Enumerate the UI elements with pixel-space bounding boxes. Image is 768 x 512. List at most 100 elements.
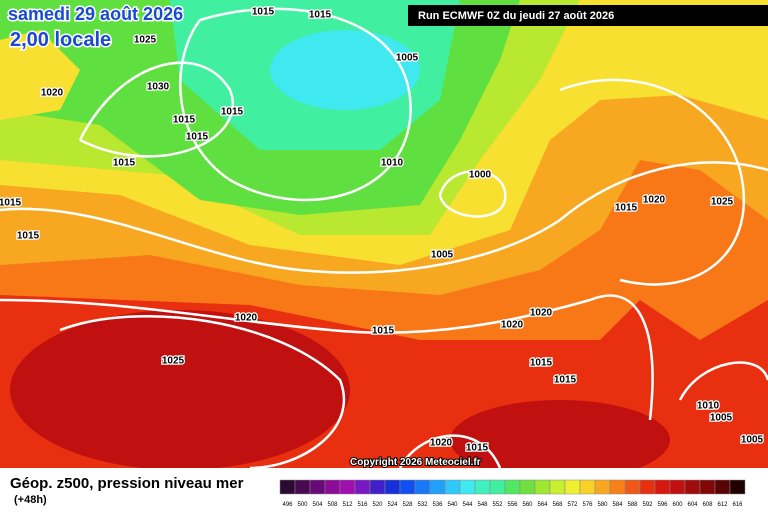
legend-swatch [579,479,596,495]
legend-label: 544 [462,502,473,508]
isobars [0,7,768,470]
legend-label: 616 [732,502,743,508]
legend-label: 524 [387,502,398,508]
isobar-label: 1015 [17,231,40,242]
legend-label: 572 [567,502,578,508]
legend-swatch [339,479,356,495]
legend-swatch [369,479,386,495]
isobar-label: 1005 [741,435,764,446]
legend-label: 528 [402,502,413,508]
isobar-label: 1020 [643,195,666,206]
legend-swatch [534,479,551,495]
legend-label: 512 [342,502,353,508]
isobar-label: 1020 [530,308,553,319]
isobar-label: 1005 [431,250,454,261]
legend-label: 584 [612,502,623,508]
legend-swatch [354,479,371,495]
isobar-label: 1020 [235,313,258,324]
legend-label: 520 [372,502,383,508]
legend-label: 596 [657,502,668,508]
legend-swatch [399,479,416,495]
legend-swatch [279,479,296,495]
legend-swatch [669,479,686,495]
legend-label: 580 [597,502,608,508]
isobar-label: 1015 [554,375,577,386]
isobar-label: 1015 [530,358,553,369]
legend: 496 500 504 508 512 516 520 524 528 532 536 540 544 5… [279,479,746,508]
legend-label: 576 [582,502,593,508]
copyright: Copyright 2026 Meteociel.fr [350,457,481,468]
legend-label: 532 [417,502,428,508]
legend-label: 608 [702,502,713,508]
legend-label: 496 [282,502,293,508]
legend-swatch [414,479,431,495]
isobar-label: 1015 [186,132,209,143]
run: Run ECMWF 0Z du jeudi 27 août 2026 [418,10,614,22]
isobar-label: 1015 [113,158,136,169]
legend-label: 516 [357,502,368,508]
isobar-label: 1005 [396,53,419,64]
date: samedi 29 août 2026 [8,4,183,24]
legend-swatch [474,479,491,495]
legend-label: 588 [627,502,638,508]
isobar-label: 1000 [469,170,492,181]
legend-label: 568 [552,502,563,508]
legend-swatch [654,479,671,495]
isobar-label: 1015 [252,7,275,18]
isobar-label: 1025 [711,197,734,208]
legend-swatch [609,479,626,495]
legend-swatch [429,479,446,495]
legend-label: 536 [432,502,443,508]
legend-label: 560 [522,502,533,508]
legend-swatch [384,479,401,495]
isobar-label: 1030 [147,82,170,93]
legend-swatch [549,479,566,495]
isobar-label: 1015 [372,326,395,337]
legend-label: 540 [447,502,458,508]
run-box [408,5,768,26]
lead-time: (+48h) [14,494,47,506]
legend-label: 592 [642,502,653,508]
legend-swatch [699,479,716,495]
legend-label: 508 [327,502,338,508]
isobar-label: 1005 [710,413,733,424]
legend-swatch [714,479,731,495]
legend-swatch [684,479,701,495]
legend-label: 552 [492,502,503,508]
legend-swatch [444,479,461,495]
legend-swatch [564,479,581,495]
time: 2,00 locale [10,29,111,51]
isobar-label: 1015 [466,443,489,454]
footer-title: Géop. z500, pression niveau mer [10,475,244,492]
legend-swatch [594,479,611,495]
isobar-label: 1015 [221,107,244,118]
legend-swatch [309,479,326,495]
legend-label: 600 [672,502,683,508]
isobar-label: 1020 [430,438,453,449]
legend-label: 556 [507,502,518,508]
isobar-label: 1025 [134,35,157,46]
legend-swatch [459,479,476,495]
isobar-label: 1010 [697,401,720,412]
isobar-label: 1015 [309,10,332,21]
isobar-label: 1015 [173,115,196,126]
legend-swatch [624,479,641,495]
legend-swatch [504,479,521,495]
legend-swatch [639,479,656,495]
isobar-label: 1015 [0,198,22,209]
isobar-label: 1015 [615,203,638,214]
legend-swatch [489,479,506,495]
legend-label: 548 [477,502,488,508]
legend-label: 504 [312,502,323,508]
isobar-label: 1020 [501,320,524,331]
isobar-label: 1020 [41,88,64,99]
legend-label: 612 [717,502,728,508]
legend-swatch [519,479,536,495]
legend-swatch [294,479,311,495]
legend-label: 604 [687,502,698,508]
isobar-label: 1010 [381,158,404,169]
isobar-label: 1025 [162,356,185,367]
legend-swatch [324,479,341,495]
